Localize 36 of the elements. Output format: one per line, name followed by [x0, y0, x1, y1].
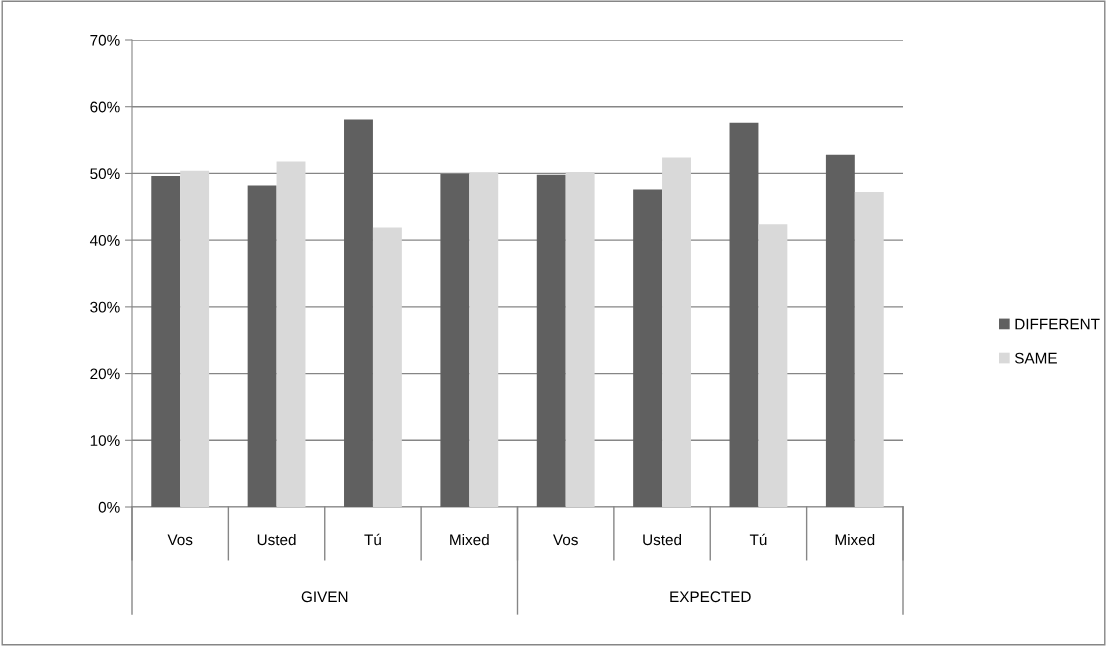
- y-tick-label: 10%: [90, 435, 120, 446]
- legend-label: DIFFERENT: [1015, 318, 1100, 330]
- y-tick-label: 20%: [90, 368, 120, 380]
- x-tick-label: Usted: [643, 533, 682, 546]
- bar: [729, 122, 759, 507]
- bar: [151, 176, 181, 507]
- y-tick-label: 60%: [90, 101, 120, 113]
- bar: [372, 227, 402, 507]
- bar: [662, 157, 691, 507]
- legend-label: SAME: [1014, 352, 1057, 364]
- x-tick-label: Vos: [553, 534, 578, 546]
- bar: [825, 154, 855, 507]
- y-tick-label: 0%: [98, 501, 120, 513]
- y-tick-label: 70%: [90, 34, 120, 46]
- y-tick-label: 30%: [90, 301, 120, 313]
- x-tick-label: Tú: [749, 533, 767, 546]
- bar: [633, 189, 663, 507]
- bar: [565, 172, 595, 507]
- x-tick-label: Tú: [364, 533, 381, 546]
- x-tick-label: Mixed: [835, 533, 875, 546]
- x-tick-label: Vos: [167, 534, 193, 546]
- bar: [247, 185, 277, 507]
- text: EXPECTED: [670, 591, 751, 603]
- bar: [440, 174, 470, 507]
- bar: [344, 119, 373, 507]
- bar: [180, 170, 210, 507]
- y-tick-label: 50%: [90, 168, 120, 180]
- bar: [536, 174, 566, 507]
- bar: [854, 192, 884, 507]
- bar: [469, 172, 499, 507]
- text: GIVEN: [301, 591, 348, 603]
- bar: [758, 224, 788, 507]
- y-tick-label: 40%: [89, 235, 120, 246]
- x-tick-label: Usted: [257, 533, 296, 546]
- x-tick-label: Mixed: [450, 533, 489, 546]
- bar: [276, 161, 306, 507]
